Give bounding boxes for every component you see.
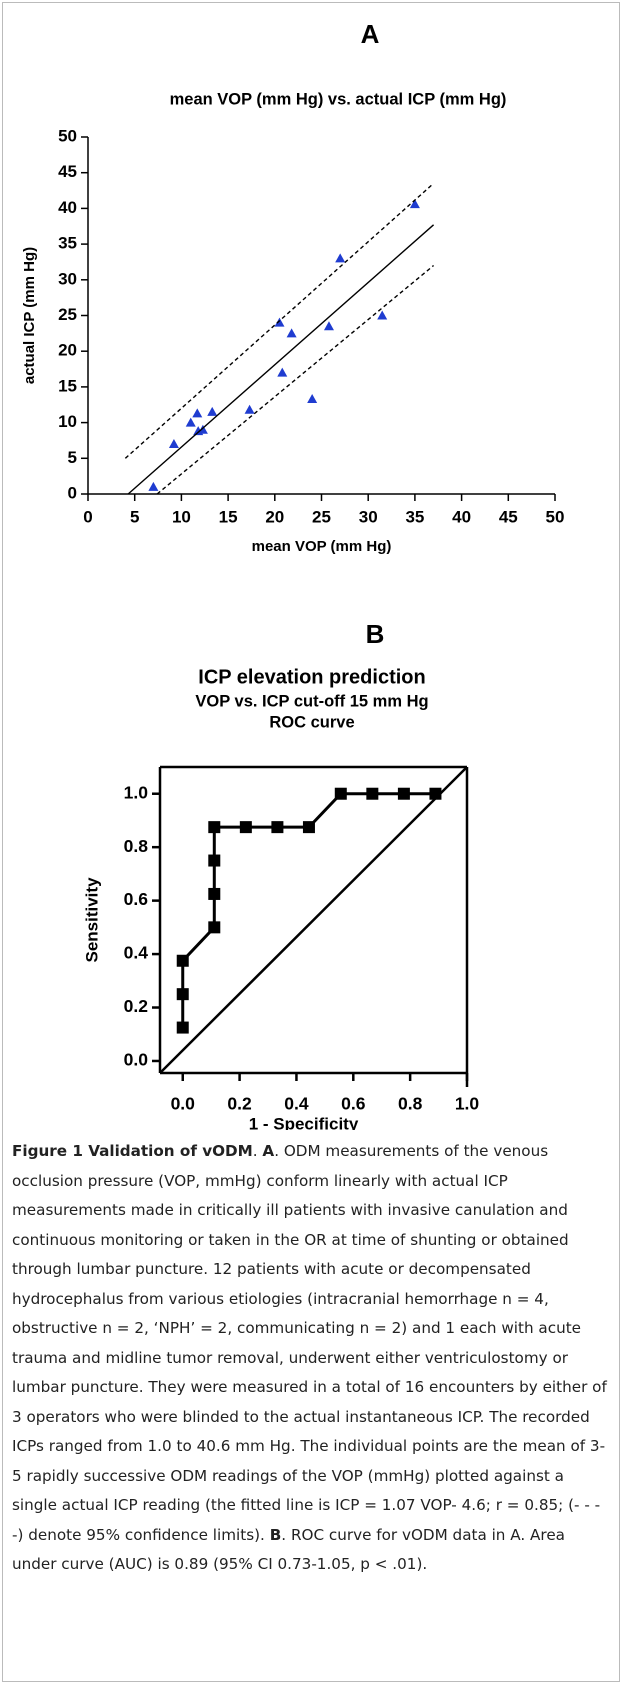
data-point (192, 408, 203, 418)
data-point (207, 406, 218, 416)
data-point (168, 439, 179, 449)
data-point (334, 787, 347, 800)
x-tick-label: 0.4 (284, 1094, 309, 1114)
x-tick-label: 30 (359, 507, 378, 526)
data-point (244, 404, 255, 414)
data-point (302, 821, 315, 834)
y-tick-label: 0.8 (124, 836, 149, 856)
x-tick-label: 35 (405, 507, 424, 526)
chart-subtitle: ROC curve (269, 713, 354, 731)
data-point (176, 988, 189, 1001)
x-tick-label: 0.8 (398, 1094, 423, 1114)
x-tick-label: 40 (452, 507, 471, 526)
x-tick-label: 0.6 (341, 1094, 366, 1114)
data-point (197, 424, 208, 434)
caption-text: . ODM measurements of the venous occlusi… (12, 1142, 607, 1544)
data-point (148, 481, 159, 491)
x-tick-label: 50 (546, 507, 565, 526)
panel-label: A (361, 19, 380, 49)
y-tick-label: 0.2 (124, 996, 149, 1016)
fit-line (127, 224, 435, 495)
caption-bold: B (269, 1525, 282, 1544)
data-point (277, 367, 288, 377)
y-tick-label: 40 (58, 198, 77, 217)
x-tick-label: 0.2 (227, 1094, 252, 1114)
data-point (323, 321, 334, 331)
x-tick-label: 0 (83, 507, 92, 526)
y-tick-label: 1.0 (124, 782, 149, 802)
caption-bold: A (262, 1142, 275, 1160)
data-point (429, 787, 442, 800)
y-axis-label: actual ICP (mm Hg) (21, 247, 38, 384)
chart-title: mean VOP (mm Hg) vs. actual ICP (mm Hg) (170, 90, 507, 108)
y-tick-label: 0.4 (124, 943, 149, 963)
chart-title: ICP elevation prediction (198, 666, 425, 688)
x-axis-label: mean VOP (mm Hg) (252, 538, 392, 555)
data-point (176, 954, 189, 967)
data-point (185, 417, 196, 427)
x-tick-label: 1.0 (455, 1094, 480, 1114)
y-tick-label: 0.6 (124, 889, 149, 909)
confidence-line (156, 264, 435, 495)
data-point (271, 821, 284, 834)
data-point (366, 787, 379, 800)
data-point (335, 253, 346, 263)
y-tick-label: 35 (58, 234, 77, 253)
data-point (397, 787, 410, 800)
data-point (409, 199, 420, 209)
y-tick-label: 25 (58, 305, 77, 324)
data-point (307, 394, 318, 404)
confidence-line (124, 182, 435, 459)
x-tick-label: 10 (172, 507, 191, 526)
x-axis-label: 1 - Specificity (249, 1114, 359, 1130)
y-tick-label: 30 (58, 269, 77, 288)
data-point (208, 887, 221, 900)
figure-caption: Figure 1 Validation of vODM. A. ODM meas… (12, 1137, 612, 1580)
y-tick-label: 0 (68, 483, 77, 502)
x-tick-label: 5 (130, 507, 139, 526)
roc-diagonal (159, 766, 468, 1074)
caption-text: . (252, 1142, 263, 1160)
x-tick-label: 20 (265, 507, 284, 526)
y-tick-label: 50 (58, 126, 77, 145)
x-tick-label: 45 (499, 507, 518, 526)
data-point (377, 310, 388, 320)
data-point (286, 328, 297, 338)
y-axis-label: Sensitivity (82, 877, 101, 963)
caption-text: . ROC curve for vODM data in A. Area und… (12, 1525, 565, 1574)
y-tick-label: 15 (58, 376, 77, 395)
data-point (274, 317, 285, 327)
data-point (176, 1021, 189, 1034)
panel-label: B (366, 619, 385, 649)
x-tick-label: 25 (312, 507, 331, 526)
data-point (208, 921, 221, 934)
chart-subtitle: VOP vs. ICP cut-off 15 mm Hg (195, 692, 428, 710)
x-tick-label: 15 (219, 507, 238, 526)
caption-bold: Figure 1 Validation of vODM (12, 1142, 253, 1160)
data-point (239, 821, 252, 834)
data-point (208, 821, 221, 834)
y-tick-label: 45 (58, 162, 77, 181)
data-point (208, 854, 221, 867)
y-tick-label: 0.0 (124, 1050, 149, 1070)
y-tick-label: 5 (68, 448, 77, 467)
y-tick-label: 20 (58, 341, 77, 360)
x-tick-label: 0.0 (171, 1094, 196, 1114)
y-tick-label: 10 (58, 412, 77, 431)
